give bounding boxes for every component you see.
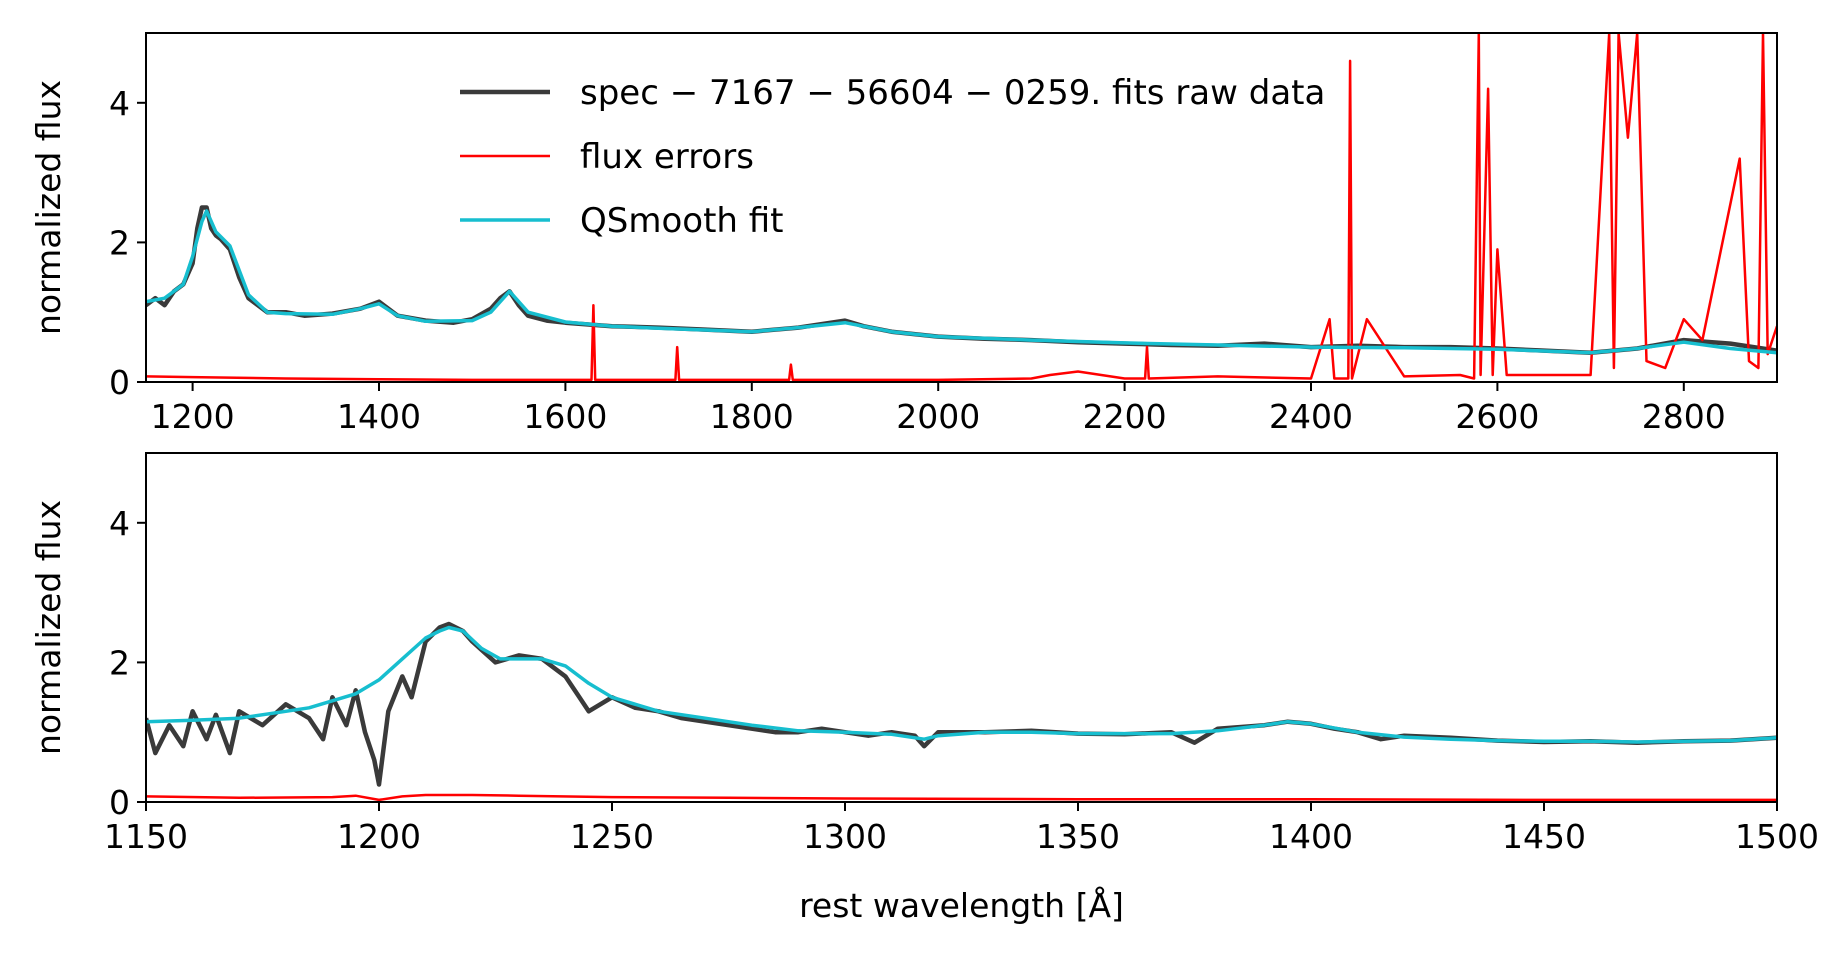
legend-qsmooth-fit-label: QSmooth fit (580, 201, 784, 241)
x-tick-label: 1200 (337, 817, 421, 856)
x-tick-label: 1200 (151, 397, 235, 436)
y-axis-label: normalized flux (29, 500, 68, 755)
legend-raw-data-label: spec − 7167 − 56604 − 0259. fits raw dat… (580, 73, 1325, 113)
y-tick-label: 2 (109, 643, 130, 682)
top-panel: 1200 1400 1600 1800 2000 2200 2400 2600 2800 0 2 4 n… (29, 32, 1778, 436)
x-tick-label: 1250 (570, 817, 654, 856)
x-tick-label: 2000 (896, 397, 980, 436)
series-group (146, 621, 1777, 802)
x-tick-label: 1400 (337, 397, 421, 436)
x-tick-label: 1800 (710, 397, 794, 436)
flux-errors-line (146, 33, 1777, 382)
qsmooth-fit-line (146, 209, 1777, 355)
x-tick-label: 1450 (1502, 817, 1586, 856)
series-group (146, 33, 1777, 382)
x-axis-label: rest wavelength [Å] (799, 885, 1124, 925)
x-tick-label: 2400 (1269, 397, 1353, 436)
y-axis-label: normalized flux (29, 80, 68, 335)
x-tick-label: 1400 (1269, 817, 1353, 856)
raw-data-line (146, 621, 1777, 787)
y-tick-label: 4 (109, 84, 130, 123)
axes-frame (145, 452, 1778, 803)
x-tick-label: 1500 (1735, 817, 1819, 856)
x-tick-label: 2200 (1083, 397, 1167, 436)
raw-data-line (146, 205, 1777, 355)
y-tick-label: 4 (109, 504, 130, 543)
legend-flux-errors-label: flux errors (580, 137, 754, 177)
flux-errors-line (146, 793, 1777, 802)
y-tick-label: 2 (109, 223, 130, 262)
legend: spec − 7167 − 56604 − 0259. fits raw dat… (460, 73, 1325, 241)
y-tick-label: 0 (109, 783, 130, 822)
x-tick-label: 2800 (1642, 397, 1726, 436)
bottom-panel: 1150 1200 1250 1300 1350 1400 1450 1500 0 2 4 norma… (29, 452, 1819, 925)
x-tick-label: 1300 (803, 817, 887, 856)
x-tick-label: 1350 (1036, 817, 1120, 856)
x-tick-label: 1600 (523, 397, 607, 436)
axes-frame (145, 32, 1778, 383)
x-tick-label: 2600 (1455, 397, 1539, 436)
qsmooth-fit-line (146, 625, 1777, 744)
x-tick-label: 1150 (104, 817, 188, 856)
y-tick-label: 0 (109, 363, 130, 402)
